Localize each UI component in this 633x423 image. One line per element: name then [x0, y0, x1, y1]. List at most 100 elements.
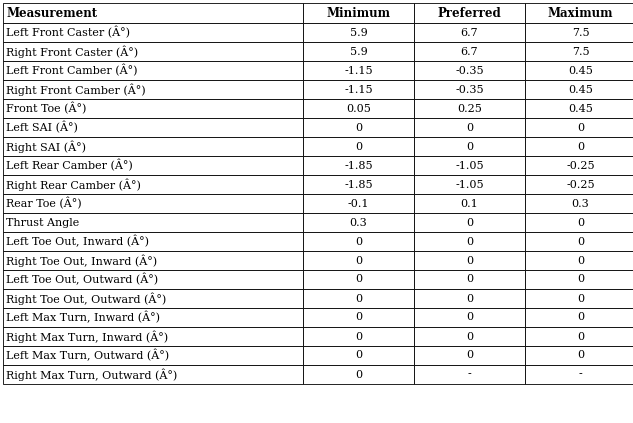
Bar — [3, 270, 303, 289]
Bar — [3, 23, 303, 42]
Text: 0.45: 0.45 — [568, 104, 593, 113]
Bar — [525, 346, 633, 365]
Bar — [3, 289, 303, 308]
Text: 0.05: 0.05 — [346, 104, 371, 113]
Text: 0: 0 — [577, 332, 584, 341]
Bar — [3, 327, 303, 346]
Text: 0: 0 — [466, 313, 473, 322]
Bar — [303, 270, 414, 289]
Bar — [303, 99, 414, 118]
Bar — [414, 346, 525, 365]
Text: 0: 0 — [466, 332, 473, 341]
Text: Right Front Caster (Â°): Right Front Caster (Â°) — [6, 45, 138, 58]
Bar — [414, 365, 525, 384]
Text: Front Toe (Â°): Front Toe (Â°) — [6, 102, 86, 115]
Bar — [303, 156, 414, 175]
Bar — [525, 308, 633, 327]
Text: Minimum: Minimum — [327, 6, 391, 19]
Bar — [414, 194, 525, 213]
Bar — [303, 61, 414, 80]
Text: 0: 0 — [577, 236, 584, 247]
Text: Rear Toe (Â°): Rear Toe (Â°) — [6, 198, 82, 210]
Bar — [525, 3, 633, 23]
Bar — [414, 156, 525, 175]
Text: Left Front Camber (Â°): Left Front Camber (Â°) — [6, 64, 137, 77]
Bar — [303, 232, 414, 251]
Text: 0: 0 — [577, 313, 584, 322]
Bar — [525, 327, 633, 346]
Bar — [414, 213, 525, 232]
Bar — [3, 137, 303, 156]
Text: 0.3: 0.3 — [349, 217, 367, 228]
Text: -0.25: -0.25 — [566, 179, 595, 190]
Text: Left Front Caster (Â°): Left Front Caster (Â°) — [6, 26, 130, 38]
Text: 7.5: 7.5 — [572, 27, 589, 38]
Bar — [414, 23, 525, 42]
Bar — [414, 251, 525, 270]
Bar — [525, 289, 633, 308]
Text: Left Rear Camber (Â°): Left Rear Camber (Â°) — [6, 159, 133, 172]
Bar — [303, 175, 414, 194]
Text: 0: 0 — [577, 351, 584, 360]
Bar — [525, 23, 633, 42]
Bar — [3, 308, 303, 327]
Text: -1.15: -1.15 — [344, 85, 373, 94]
Bar — [414, 270, 525, 289]
Bar — [414, 308, 525, 327]
Text: 0: 0 — [355, 123, 362, 132]
Text: Left Max Turn, Outward (Â°): Left Max Turn, Outward (Â°) — [6, 349, 169, 362]
Text: 0: 0 — [355, 294, 362, 303]
Text: 0: 0 — [466, 294, 473, 303]
Text: Right SAI (Â°): Right SAI (Â°) — [6, 140, 86, 153]
Text: 0.45: 0.45 — [568, 66, 593, 75]
Bar — [525, 61, 633, 80]
Bar — [414, 61, 525, 80]
Text: -0.1: -0.1 — [348, 198, 369, 209]
Bar — [303, 308, 414, 327]
Bar — [3, 232, 303, 251]
Bar — [3, 3, 303, 23]
Text: Right Rear Camber (Â°): Right Rear Camber (Â°) — [6, 178, 141, 191]
Text: 0.1: 0.1 — [461, 198, 479, 209]
Text: 6.7: 6.7 — [461, 47, 479, 57]
Bar — [414, 175, 525, 194]
Bar — [3, 194, 303, 213]
Text: 0: 0 — [466, 255, 473, 266]
Text: 0: 0 — [577, 123, 584, 132]
Bar — [525, 270, 633, 289]
Bar — [3, 99, 303, 118]
Text: 0: 0 — [355, 275, 362, 285]
Bar — [3, 346, 303, 365]
Bar — [414, 289, 525, 308]
Text: Right Front Camber (Â°): Right Front Camber (Â°) — [6, 83, 146, 96]
Bar — [3, 118, 303, 137]
Text: Left Toe Out, Inward (Â°): Left Toe Out, Inward (Â°) — [6, 235, 149, 247]
Bar — [303, 327, 414, 346]
Bar — [3, 175, 303, 194]
Text: 0: 0 — [466, 217, 473, 228]
Bar — [303, 289, 414, 308]
Bar — [3, 61, 303, 80]
Text: Measurement: Measurement — [6, 6, 97, 19]
Text: Right Toe Out, Inward (Â°): Right Toe Out, Inward (Â°) — [6, 254, 157, 267]
Text: 0: 0 — [577, 294, 584, 303]
Text: -0.25: -0.25 — [566, 160, 595, 170]
Text: Left Toe Out, Outward (Â°): Left Toe Out, Outward (Â°) — [6, 273, 158, 286]
Bar — [303, 194, 414, 213]
Bar — [414, 99, 525, 118]
Bar — [525, 156, 633, 175]
Bar — [525, 118, 633, 137]
Bar — [414, 232, 525, 251]
Text: 5.9: 5.9 — [349, 47, 367, 57]
Bar — [3, 365, 303, 384]
Bar — [303, 23, 414, 42]
Bar — [525, 365, 633, 384]
Text: 0: 0 — [577, 142, 584, 151]
Bar — [303, 251, 414, 270]
Text: Right Toe Out, Outward (Â°): Right Toe Out, Outward (Â°) — [6, 292, 166, 305]
Text: 0: 0 — [466, 236, 473, 247]
Bar — [303, 42, 414, 61]
Text: 0: 0 — [355, 351, 362, 360]
Text: 0.45: 0.45 — [568, 85, 593, 94]
Bar — [303, 137, 414, 156]
